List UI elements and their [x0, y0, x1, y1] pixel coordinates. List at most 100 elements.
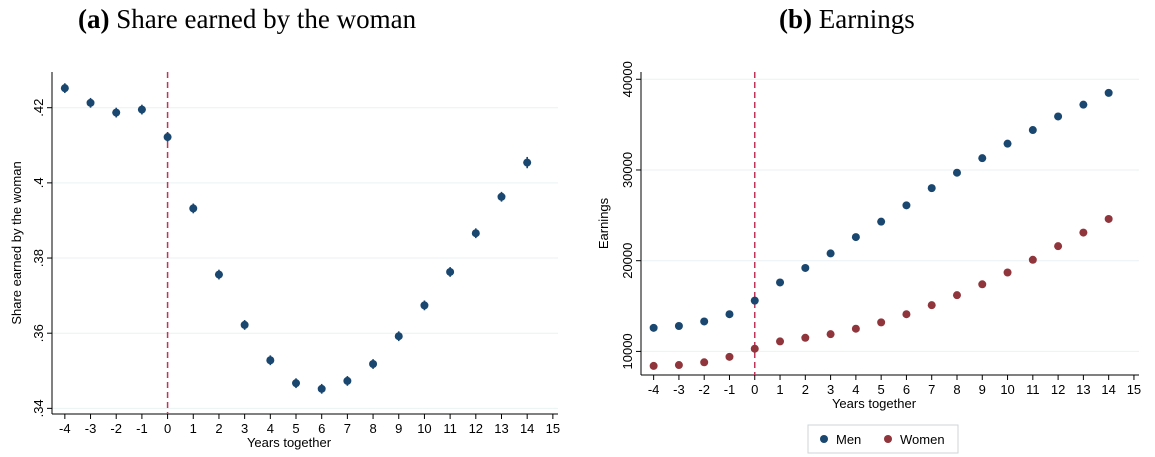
data-point: [369, 360, 378, 369]
data-point: [394, 332, 403, 341]
x-tick-label: 14: [520, 421, 534, 436]
data-point: [189, 204, 198, 213]
data-point: [1079, 228, 1088, 237]
x-tick-label: 5: [292, 421, 299, 436]
data-point: [978, 280, 987, 289]
x-axis-label: Years together: [832, 396, 917, 411]
data-point: [750, 344, 759, 353]
x-tick-label: 11: [1026, 382, 1040, 397]
data-point: [927, 301, 936, 310]
data-point: [674, 361, 683, 370]
x-tick-label: -1: [136, 421, 148, 436]
x-tick-label: 3: [241, 421, 248, 436]
data-point: [902, 201, 911, 210]
data-point: [60, 84, 69, 93]
x-tick-label: 10: [417, 421, 431, 436]
y-tick-label: 10000: [620, 333, 635, 369]
data-point: [952, 168, 961, 177]
data-point: [700, 317, 709, 326]
data-point: [1104, 214, 1113, 223]
data-point: [851, 324, 860, 333]
data-point: [776, 278, 785, 287]
data-point: [112, 108, 121, 117]
y-tick-label: .38: [31, 249, 46, 267]
panel-b-title: (b) Earnings: [779, 4, 915, 35]
data-point: [725, 352, 734, 361]
x-tick-label: -3: [85, 421, 97, 436]
data-point: [725, 310, 734, 319]
x-tick-label: 9: [979, 382, 986, 397]
legend-label: Men: [836, 432, 861, 447]
data-point: [750, 296, 759, 305]
data-point: [902, 310, 911, 319]
x-tick-label: 13: [494, 421, 508, 436]
panel-a-label: (a): [78, 4, 110, 34]
x-tick-label: 12: [1051, 382, 1065, 397]
data-point: [851, 233, 860, 242]
x-tick-label: 8: [369, 421, 376, 436]
x-tick-label: 8: [953, 382, 960, 397]
data-point: [446, 267, 455, 276]
x-tick-label: -2: [110, 421, 122, 436]
x-tick-label: 7: [928, 382, 935, 397]
x-tick-label: 13: [1076, 382, 1090, 397]
data-point: [1028, 255, 1037, 264]
x-tick-label: 4: [267, 421, 274, 436]
data-point: [1028, 126, 1037, 135]
panel-b-title-text: Earnings: [818, 4, 915, 34]
x-tick-label: -2: [698, 382, 710, 397]
data-point: [137, 105, 146, 114]
legend-label: Women: [900, 432, 945, 447]
x-tick-label: 6: [318, 421, 325, 436]
data-point: [801, 263, 810, 272]
data-point: [1079, 100, 1088, 109]
data-point: [700, 358, 709, 367]
data-point: [776, 337, 785, 346]
x-tick-label: 0: [751, 382, 758, 397]
x-tick-label: -4: [59, 421, 71, 436]
x-tick-label: 1: [776, 382, 783, 397]
x-tick-label: 3: [827, 382, 834, 397]
data-point: [523, 158, 532, 167]
x-tick-label: 6: [903, 382, 910, 397]
data-point: [826, 249, 835, 258]
x-tick-label: -1: [724, 382, 736, 397]
panel-a-title: (a) Share earned by the woman: [78, 4, 416, 35]
y-tick-label: 30000: [620, 152, 635, 188]
data-point: [86, 98, 95, 107]
data-point: [674, 322, 683, 331]
data-point: [826, 330, 835, 339]
data-point: [877, 318, 886, 327]
x-axis-label: Years together: [247, 435, 332, 450]
x-tick-label: 15: [546, 421, 560, 436]
data-point: [163, 133, 172, 142]
x-tick-label: 11: [443, 421, 457, 436]
x-tick-label: -3: [673, 382, 685, 397]
data-point: [877, 217, 886, 226]
y-tick-label: .36: [31, 324, 46, 342]
legend-marker: [820, 435, 828, 443]
data-point: [649, 361, 658, 370]
x-tick-label: 2: [802, 382, 809, 397]
x-tick-label: 12: [469, 421, 483, 436]
x-tick-label: 0: [164, 421, 171, 436]
data-point: [978, 154, 987, 163]
x-tick-label: 4: [852, 382, 859, 397]
y-tick-label: .42: [31, 99, 46, 117]
x-tick-label: 15: [1127, 382, 1141, 397]
legend-box: [807, 424, 959, 454]
data-point: [649, 323, 658, 332]
x-tick-label: 9: [395, 421, 402, 436]
data-point: [497, 192, 506, 201]
data-point: [292, 379, 301, 388]
x-tick-label: 7: [344, 421, 351, 436]
data-point: [343, 376, 352, 385]
panel-a-title-text: Share earned by the woman: [116, 4, 417, 34]
y-axis-label: Earnings: [596, 197, 611, 249]
panel-b-label: (b): [779, 4, 812, 34]
data-point: [471, 229, 480, 238]
y-tick-label: .34: [31, 399, 46, 417]
x-tick-label: 10: [1000, 382, 1014, 397]
